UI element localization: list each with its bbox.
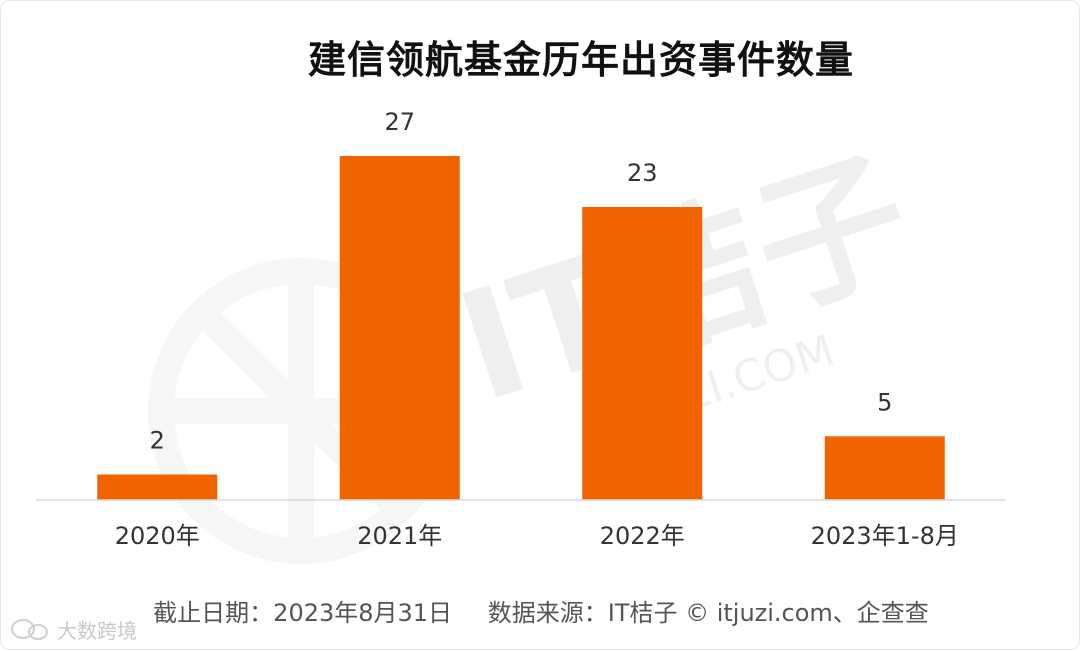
bars-layer: [97, 156, 945, 501]
bar-2: [582, 206, 703, 501]
value-label-3: 5: [877, 388, 892, 416]
bar-3: [824, 436, 945, 500]
tick-label-2: 2022年: [600, 522, 685, 550]
bar-0: [97, 474, 218, 500]
value-label-0: 2: [150, 427, 165, 455]
wechat-bubble-icon: [11, 618, 48, 640]
source-note: 数据来源：IT桔子 © itjuzi.com、企查查: [487, 599, 929, 627]
brand-watermark: 大数跨境: [9, 615, 137, 644]
chart-title: 建信领航基金历年出资事件数量: [307, 38, 854, 82]
value-label-1: 27: [384, 108, 415, 136]
value-label-2: 23: [627, 159, 658, 187]
brand-text: 大数跨境: [57, 619, 137, 643]
date-note: 截止日期：2023年8月31日: [153, 599, 453, 627]
bar-1: [339, 156, 460, 500]
chart-footer: 截止日期：2023年8月31日 数据来源：IT桔子 © itjuzi.com、企…: [1, 593, 1080, 628]
value-labels-layer: 2 27 23 5: [150, 108, 893, 455]
tick-label-3: 2023年1-8月: [811, 522, 959, 550]
tick-label-0: 2020年: [115, 522, 200, 550]
tick-label-1: 2021年: [357, 522, 442, 550]
tick-labels-layer: 2020年 2021年 2022年 2023年1-8月: [115, 522, 959, 550]
